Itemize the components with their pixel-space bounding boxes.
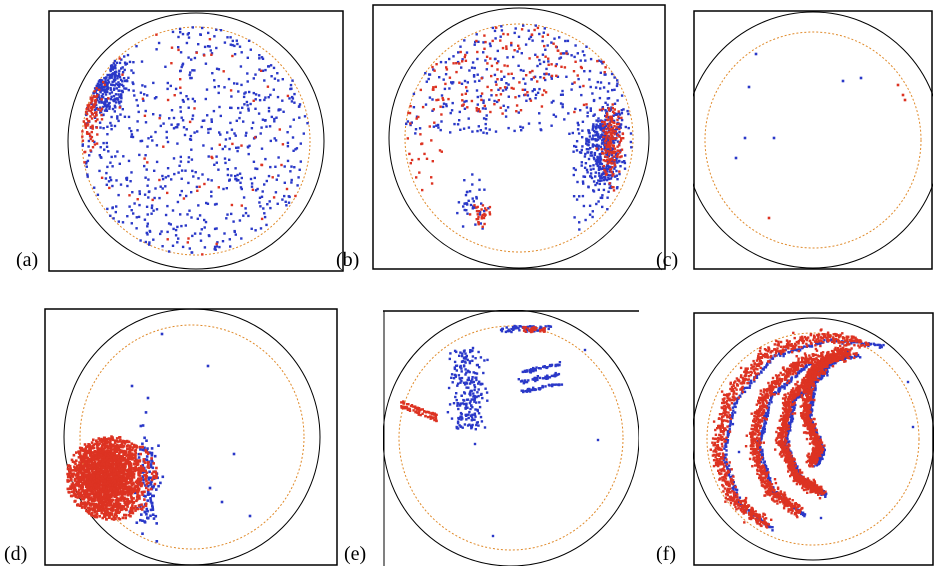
outer-circle <box>693 317 934 561</box>
panel-b-plot <box>372 4 666 270</box>
red-particles <box>400 326 546 423</box>
blue-particles <box>405 24 633 231</box>
plot-frame <box>693 10 933 270</box>
outer-circle <box>383 310 639 566</box>
plot-frame <box>693 312 934 566</box>
outer-circle <box>67 12 325 270</box>
panel-b-label: (b) <box>336 249 360 271</box>
blue-particles <box>130 332 252 518</box>
red-cluster <box>66 435 158 521</box>
panel-c-plot <box>693 10 933 270</box>
outer-circle <box>693 11 933 269</box>
panel-f <box>693 312 934 566</box>
panel-e-label: (e) <box>344 543 367 565</box>
inner-dashed-circle <box>706 332 920 546</box>
plot-frame <box>372 4 666 270</box>
red-particles <box>767 83 907 220</box>
inner-dashed-circle <box>79 324 305 550</box>
panel-b <box>372 4 666 270</box>
plot-frame <box>48 10 344 272</box>
panel-a-label: (a) <box>16 249 39 271</box>
panel-e <box>383 310 639 566</box>
panel-c-label: (c) <box>656 249 679 271</box>
panel-a-plot <box>48 10 344 272</box>
blue-particles <box>446 324 600 538</box>
inner-dashed-circle <box>704 31 922 249</box>
inner-dashed-circle <box>398 325 624 551</box>
red-particles <box>406 26 625 228</box>
blue-particles <box>81 26 309 254</box>
inner-dashed-circle <box>404 23 634 253</box>
panel-c <box>693 10 933 270</box>
panel-a <box>48 10 344 272</box>
panel-f-plot <box>693 312 934 566</box>
outer-circle <box>63 308 321 566</box>
outer-circle <box>388 7 650 269</box>
panel-e-plot <box>383 310 639 566</box>
panel-d-label: (d) <box>4 543 28 565</box>
red-particles <box>709 328 870 529</box>
plot-frame <box>44 308 338 566</box>
panel-d <box>44 308 338 566</box>
red-particles <box>81 33 297 256</box>
blue-particles <box>734 52 863 160</box>
panel-d-plot <box>44 308 338 566</box>
panel-f-label: (f) <box>656 543 676 565</box>
